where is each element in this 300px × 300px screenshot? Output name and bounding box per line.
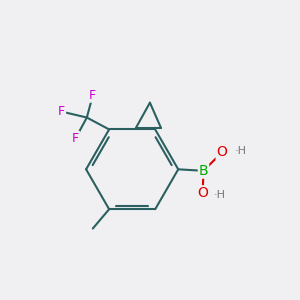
Text: ·H: ·H <box>234 146 246 157</box>
Text: B: B <box>199 164 208 178</box>
Text: ·H: ·H <box>214 190 226 200</box>
Text: O: O <box>217 146 227 159</box>
Text: F: F <box>58 105 65 118</box>
Text: O: O <box>197 186 208 200</box>
Text: F: F <box>89 89 96 102</box>
Text: F: F <box>72 132 79 145</box>
